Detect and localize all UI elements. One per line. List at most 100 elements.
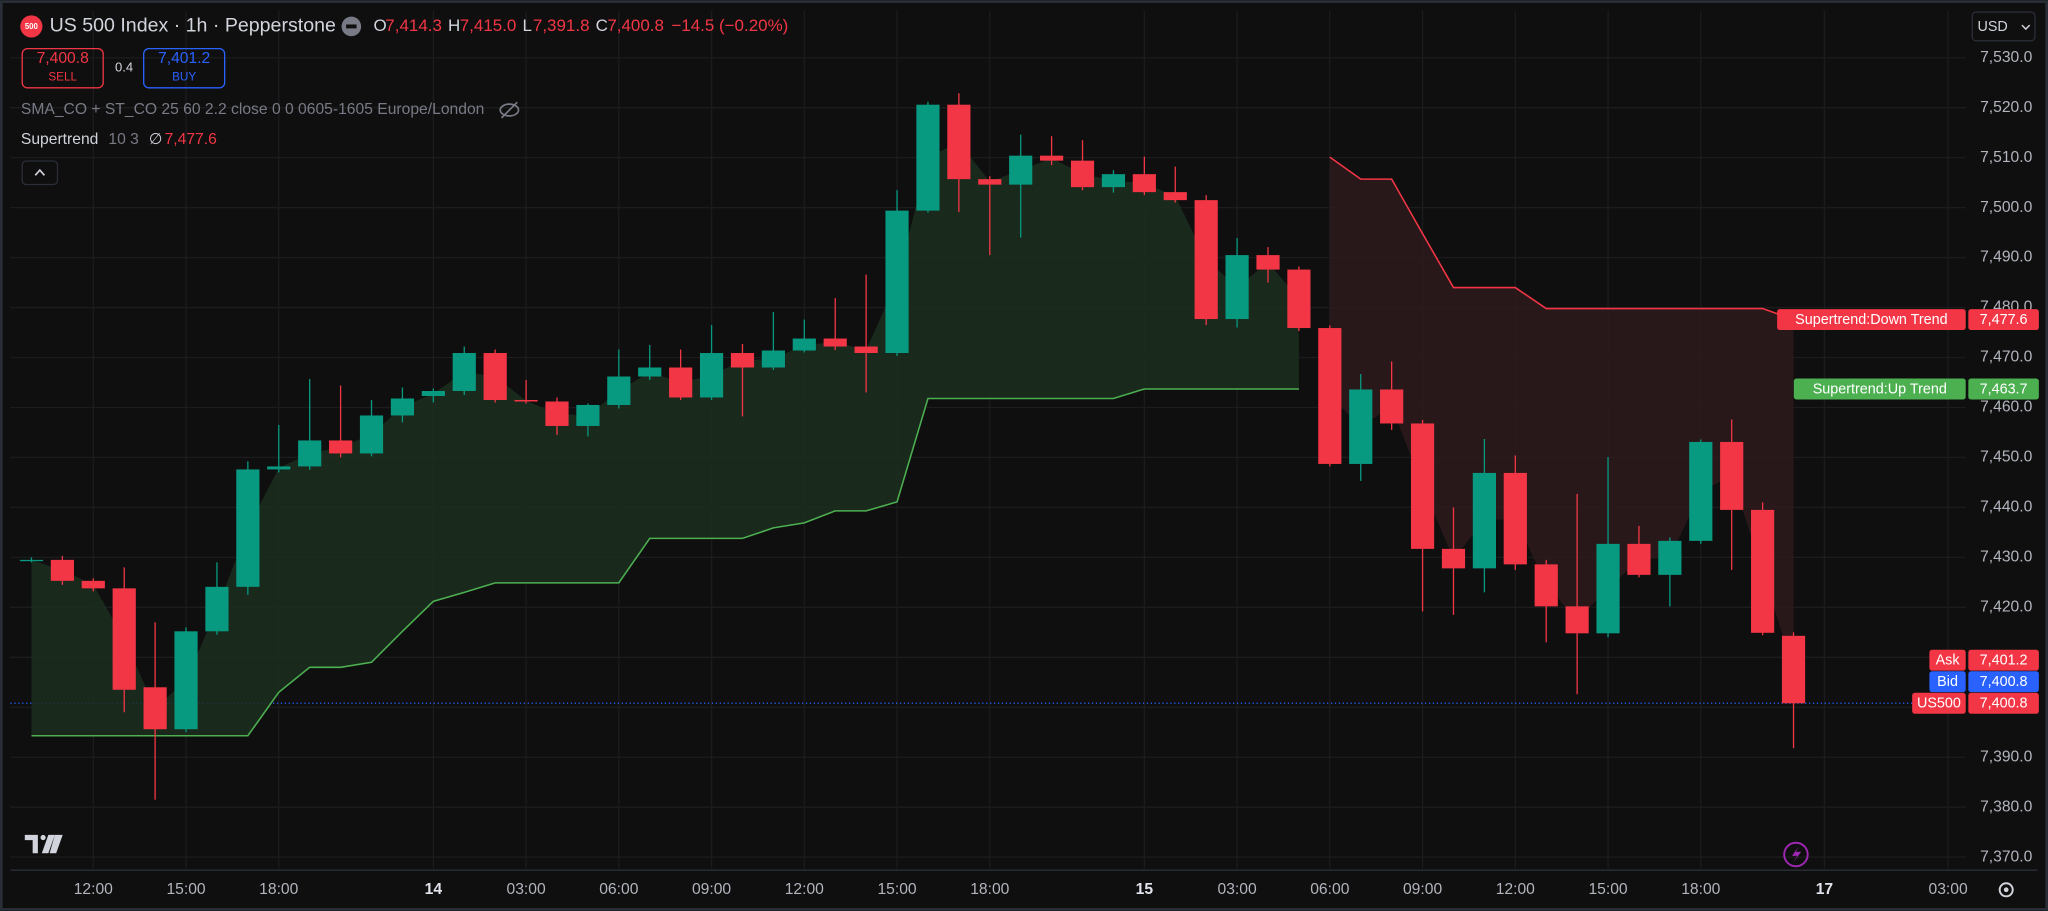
alert-bolt [1792,846,1802,863]
x-tick-label: 03:00 [1929,881,1968,898]
tv-logo[interactable] [24,834,63,854]
sell-price: 7,400.8 [37,50,90,67]
series-name-box [1777,309,1966,330]
alert-icon[interactable] [1783,841,1809,868]
logo-part [41,834,55,854]
y-tick-label: 7,390.0 [1980,748,2033,765]
series-value-box [1968,378,2039,400]
currency-label: USD [1977,19,2007,35]
candle-body [1720,441,1744,510]
candle-body [947,104,971,180]
buy-price: 7,401.2 [158,50,210,67]
x-tick-label: 15:00 [166,881,205,898]
candle-body [1380,389,1404,424]
series-name-box [1793,378,1966,400]
strategy-legend[interactable]: SMA_CO + ST_CO 25 60 2.2 close 0 0 0605-… [21,101,484,118]
trend-line [1329,156,1794,321]
x-tick-label: 12:00 [1496,881,1535,898]
candle-body [669,367,693,398]
candle-body [298,440,322,467]
candle-body [823,338,847,347]
price-name: Bid [1937,674,1958,690]
eye-off-icon[interactable] [499,101,520,119]
y-tick-label: 7,450.0 [1980,449,2033,466]
series-name: Supertrend:Down Trend [1795,312,1947,328]
candle-body [1627,543,1651,575]
series-name: Supertrend:Up Trend [1813,381,1947,397]
series-value-box [1968,309,2039,330]
x-tick-label: 15:00 [1588,881,1627,898]
candle-body [607,376,631,405]
y-tick-label: 7,430.0 [1980,549,2033,566]
settings-dot [2003,887,2009,893]
candle-body [545,401,569,426]
supertrend-name[interactable]: Supertrend [21,131,98,148]
candle-body [1658,540,1682,575]
candle-body [514,399,538,402]
candle-body [576,404,600,426]
series-value: 7,463.7 [1980,381,2028,397]
x-tick-label: 06:00 [1310,881,1349,898]
logo-part [40,834,46,841]
price-name-box [1912,692,1966,714]
symbol-title[interactable]: US 500 Index · 1h · Pepperstone [50,15,336,37]
y-tick-label: 7,500.0 [1980,199,2033,216]
candle-body [1441,548,1466,569]
candle-body [854,346,878,354]
price-value: 7,400.8 [1980,696,2028,712]
series-value: 7,477.6 [1980,312,2028,328]
candle-body [174,631,198,730]
candle-body [359,415,384,454]
candle-body [1256,255,1280,270]
candle-body [792,338,816,351]
y-tick-label: 7,420.0 [1980,598,2033,615]
change: −14.5 (−0.20%) [671,16,788,35]
ohlc-key: O [374,16,387,35]
y-tick-label: 7,520.0 [1980,99,2033,116]
price-value-box [1968,649,2039,671]
eye-shape [499,103,520,117]
buy-button[interactable] [143,47,226,89]
candle-body [638,367,662,377]
candle-body [112,588,136,690]
candle-body [1287,269,1311,329]
x-tick-label: 17 [1816,881,1834,898]
candle-body [1318,328,1342,464]
candle-body [699,353,724,398]
y-tick-label: 7,370.0 [1980,848,2033,865]
logo-part [49,834,63,854]
candle-body [81,580,105,589]
x-tick-label: 15 [1136,881,1154,898]
price-value: 7,400.8 [1980,674,2028,690]
price-name: US500 [1917,696,1961,712]
collapse-button[interactable] [21,160,59,186]
symbol-badge [20,15,43,38]
y-tick-label: 7,460.0 [1980,399,2033,416]
candle-body [1349,389,1373,464]
y-tick-label: 7,440.0 [1980,499,2033,516]
candle-body [390,398,415,416]
candle-body [1534,564,1558,607]
x-tick-label: 12:00 [74,881,113,898]
candle-body [885,210,909,354]
y-tick-label: 7,530.0 [1980,49,2033,66]
candle-body [1163,192,1187,201]
currency-button[interactable] [1971,11,2036,42]
y-tick-label: 7,380.0 [1980,798,2033,815]
toggle-icon-bar [346,24,357,29]
candle-body [236,469,260,587]
settings-icon[interactable] [1998,882,2014,898]
marks [19,93,1806,800]
sell-button[interactable] [21,47,104,89]
y-tick-label: 7,490.0 [1980,249,2033,266]
price-value-box [1968,671,2039,693]
trend-line [31,388,1299,737]
x-tick-label: 09:00 [1403,881,1442,898]
candle-body [267,466,291,470]
ohlc-value: 7,391.8 [533,16,590,35]
ui: 500 US 500 Index · 1h · Pepperstone O 7,… [20,11,2036,898]
collapse-icon [34,168,46,176]
ohlc-value: 7,400.8 [607,16,664,35]
